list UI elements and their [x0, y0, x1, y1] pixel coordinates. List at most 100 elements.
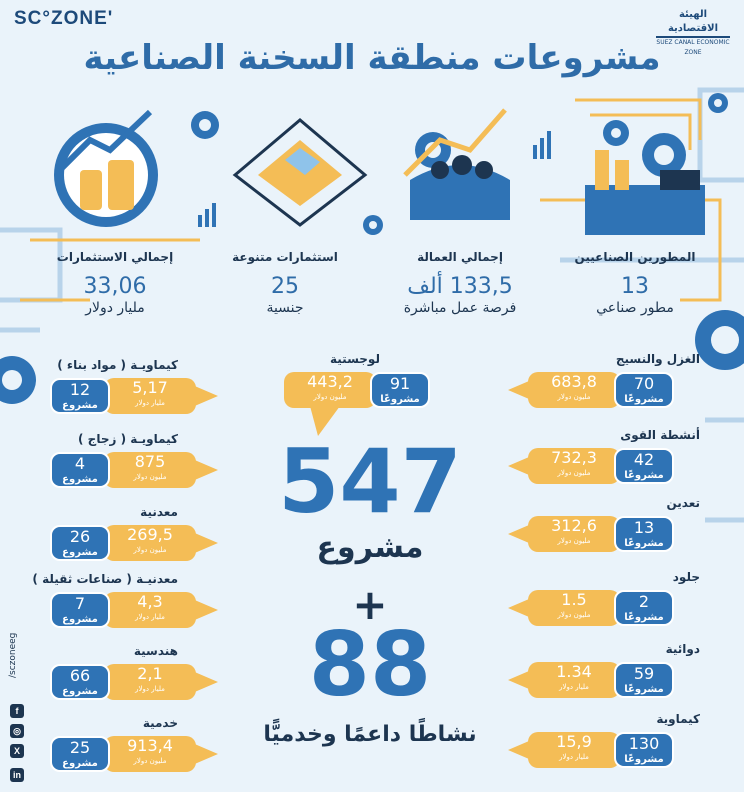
amount-pill: 2,1 مليار دولار — [104, 664, 196, 700]
total-projects-label: مشروع — [316, 530, 424, 565]
amount-value: 875 — [134, 452, 166, 471]
arrow-pointer — [190, 531, 218, 555]
projects-value: 66 — [69, 666, 91, 685]
amount-value: 443,2 — [307, 372, 353, 391]
sector-pill: 312,6 مليون دولار 13 مشروعًا — [508, 516, 678, 552]
arrow-pointer — [190, 670, 218, 694]
factory-illustration — [585, 150, 705, 235]
kpi-nationalities: استثمارات متنوعة 25 جنسية — [210, 248, 360, 316]
amount-unit: مليار دولار — [135, 613, 165, 621]
sector-pill: 1.5 مليون دولار 2 مشروعًا — [508, 590, 678, 626]
sector-label: دوائية — [665, 642, 700, 656]
projects-value: 70 — [633, 374, 655, 393]
workforce-illustration — [403, 108, 510, 220]
sector-pill: 4,3 مليار دولار 7 مشروع — [50, 592, 218, 628]
sector-label: خدمية — [142, 716, 178, 730]
plus-sign: + — [352, 580, 388, 629]
projects-value: 130 — [628, 734, 660, 753]
sector-label-logistics: لوجستية — [330, 352, 380, 366]
projects-unit: مشروع — [62, 474, 98, 485]
amount-unit: مليون دولار — [133, 546, 167, 554]
projects-pill: 7 مشروع — [50, 592, 110, 628]
amount-pill: 15,9 مليار دولار — [528, 732, 620, 768]
investment-illustration — [54, 109, 158, 227]
kpi-total-investment: إجمالي الاستثمارات 33,06 مليار دولار — [30, 248, 200, 316]
sector-label: هندسية — [133, 644, 178, 658]
projects-pill: 66 مشروع — [50, 664, 110, 700]
amount-pill: 732,3 مليون دولار — [528, 448, 620, 484]
projects-unit: مشروعًا — [624, 684, 664, 695]
sector-pill: 5,17 مليار دولار 12 مشروع — [50, 378, 218, 414]
page-title: مشروعات منطقة السخنة الصناعية — [83, 38, 661, 78]
projects-pill: 4 مشروع — [50, 452, 110, 488]
projects-unit: مشروعًا — [624, 470, 664, 481]
projects-pill: 26 مشروع — [50, 525, 110, 561]
callout-pointer — [310, 406, 340, 436]
amount-unit: مليار دولار — [559, 683, 589, 691]
amount-pill: 312,6 مليون دولار — [528, 516, 620, 552]
projects-pill: 130 مشروعًا — [614, 732, 674, 768]
amount-unit: مليون دولار — [313, 393, 347, 401]
projects-value: 13 — [633, 518, 655, 537]
x-twitter-icon[interactable]: X — [10, 744, 24, 758]
facebook-icon[interactable]: f — [10, 704, 24, 718]
projects-unit: مشروعًا — [624, 754, 664, 765]
kpi-label: إجمالي العمالة — [417, 250, 503, 264]
arrow-pointer — [190, 742, 218, 766]
amount-value: 4,3 — [137, 592, 163, 611]
sector-logistics: 443,2 مليون دولار 91 مشروعًا — [284, 372, 434, 408]
brand-arabic-name: الهيئة الاقتصادية — [656, 8, 730, 38]
social-handle: /sczoneeg — [8, 632, 18, 678]
projects-pill: 13 مشروعًا — [614, 516, 674, 552]
amount-unit: مليون دولار — [133, 757, 167, 765]
arrow-pointer — [190, 598, 218, 622]
sector-label: معدنية — [140, 505, 178, 519]
amount-value: 312,6 — [551, 516, 597, 535]
kpi-value: 13 — [621, 274, 649, 299]
social-bar: /sczoneeg f ◎ X in — [8, 620, 26, 786]
projects-unit: مشروعًا — [624, 612, 664, 623]
amount-pill: 443,2 مليون دولار — [284, 372, 376, 408]
amount-value: 269,5 — [127, 525, 173, 544]
amount-pill: 5,17 مليار دولار — [104, 378, 196, 414]
amount-pill: 913,4 مليون دولار — [104, 736, 196, 772]
projects-value: 4 — [74, 454, 86, 473]
projects-value: 42 — [633, 450, 655, 469]
brand-english-name: SUEZ CANAL ECONOMIC ZONE — [656, 39, 730, 56]
amount-unit: مليون دولار — [557, 611, 591, 619]
projects-pill: 25 مشروع — [50, 736, 110, 772]
amount-pill: 269,5 مليون دولار — [104, 525, 196, 561]
projects-unit: مشروع — [62, 400, 98, 411]
sector-label: أنشطة القوى — [620, 428, 700, 442]
amount-pill: 683,8 مليون دولار — [528, 372, 620, 408]
sector-pill: 683,8 مليون دولار 70 مشروعًا — [508, 372, 678, 408]
amount-unit: مليون دولار — [133, 473, 167, 481]
arrow-pointer — [190, 384, 218, 408]
amount-value: 5,17 — [132, 378, 168, 397]
projects-pill: 59 مشروعًا — [614, 662, 674, 698]
amount-value: 732,3 — [551, 448, 597, 467]
projects-unit: مشروع — [62, 686, 98, 697]
amount-value: 1.5 — [561, 590, 587, 609]
amount-pill: 1.34 مليار دولار — [528, 662, 620, 698]
kpi-label: إجمالي الاستثمارات — [56, 250, 174, 264]
projects-unit: مشروع — [62, 614, 98, 625]
kpi-industrial-developers: المطورين الصناعيين 13 مطور صناعي — [560, 248, 710, 316]
amount-unit: مليون دولار — [557, 537, 591, 545]
projects-unit: مشروعًا — [624, 538, 664, 549]
amount-unit: مليار دولار — [135, 399, 165, 407]
land-plot-illustration — [232, 118, 368, 227]
linkedin-icon[interactable]: in — [10, 768, 24, 782]
sczone-logo: SC°ZONE' — [14, 8, 114, 29]
kpi-total-workforce: إجمالي العمالة 133,5 ألف فرصة عمل مباشرة — [370, 248, 550, 316]
projects-unit: مشروعًا — [380, 394, 420, 405]
projects-pill: 91 مشروعًا — [370, 372, 430, 408]
sector-pill: 913,4 مليون دولار 25 مشروع — [50, 736, 218, 772]
sector-label: تعدين — [666, 496, 700, 510]
sector-label: كيماويـة ( مواد بناء ) — [57, 358, 178, 372]
kpi-value: 33,06 — [83, 274, 147, 299]
total-activities-label: نشاطًا داعمًا وخدميًّا — [263, 722, 477, 747]
instagram-icon[interactable]: ◎ — [10, 724, 24, 738]
kpi-unit: مطور صناعي — [596, 300, 674, 316]
amount-value: 2,1 — [137, 664, 163, 683]
